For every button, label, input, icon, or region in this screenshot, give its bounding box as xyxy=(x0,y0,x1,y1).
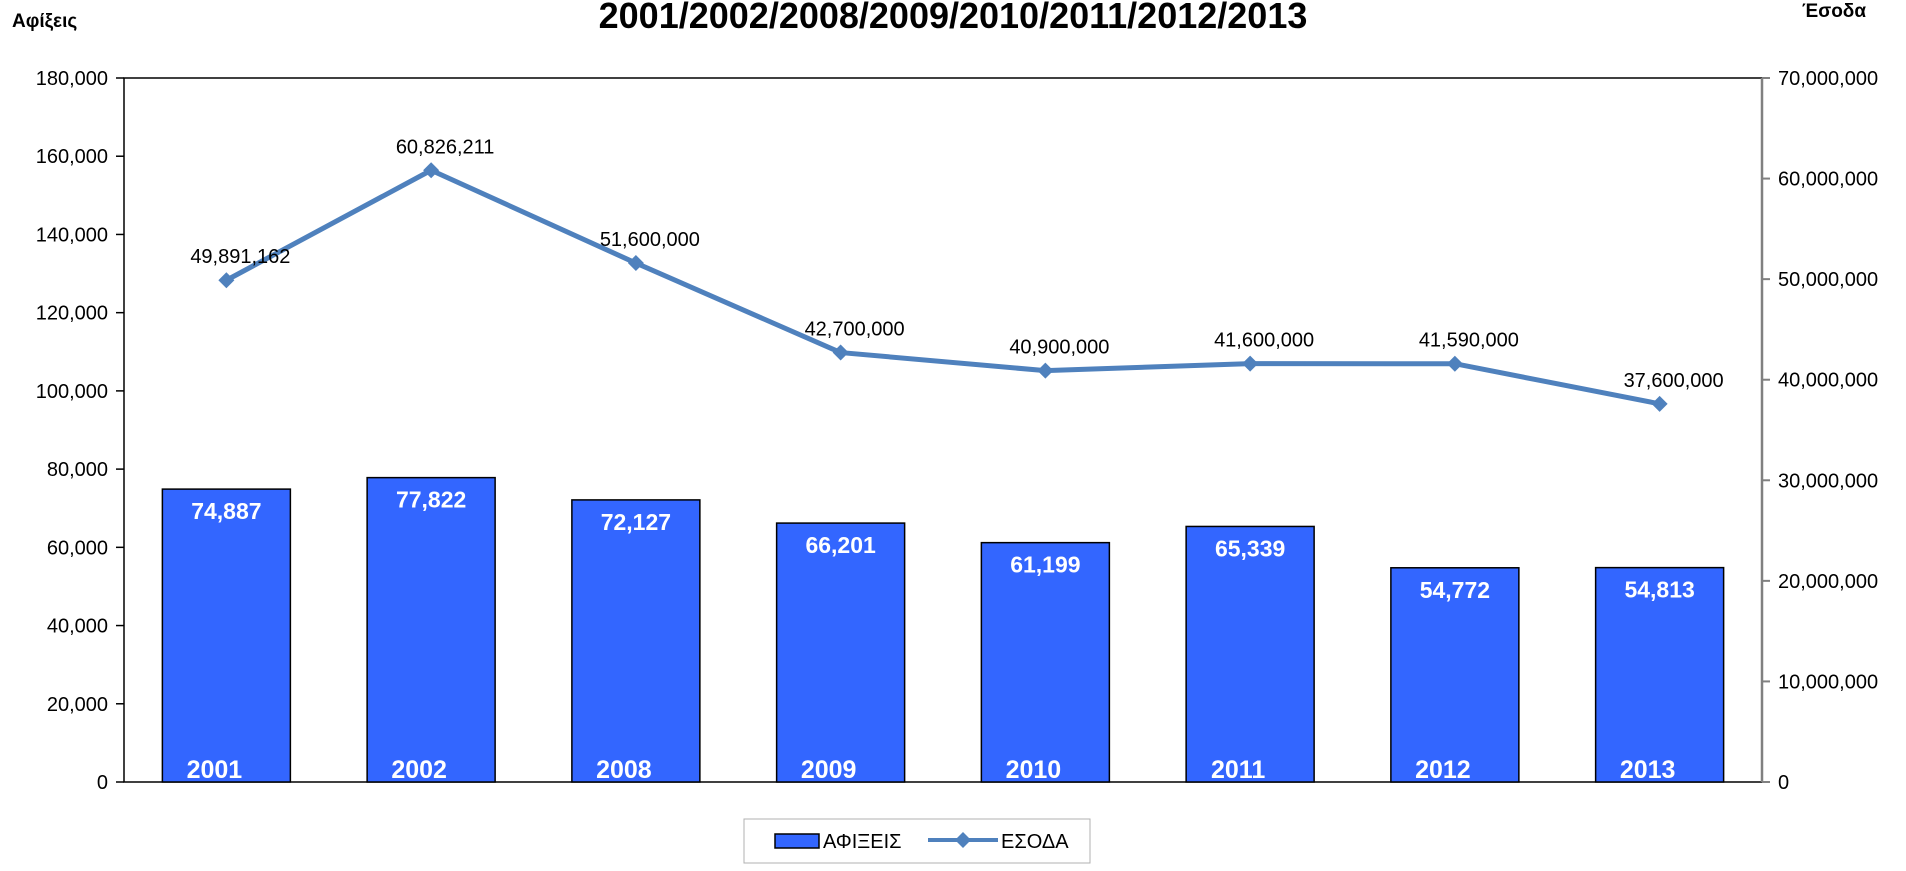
left-axis-tick-label: 100,000 xyxy=(36,381,108,403)
revenue-value-label: 41,600,000 xyxy=(1214,330,1314,352)
bar-2013 xyxy=(1594,566,1725,783)
right-axis: 0 10,000,000 20,000,000 30,000,000 40,000,00… xyxy=(1762,68,1878,794)
bar-2009 xyxy=(775,522,906,783)
bar-value-label: 72,127 xyxy=(601,509,671,535)
right-axis-tick-label: 70,000,000 xyxy=(1778,68,1878,90)
right-axis-tick-label: 10,000,000 xyxy=(1778,671,1878,693)
revenue-marker xyxy=(627,255,644,272)
left-axis: 0 20,000 40,000 60,000 80,000 100,000 120,000 1… xyxy=(36,68,124,794)
legend-label-arrivals: ΑΦΙΞΕΙΣ xyxy=(823,831,902,853)
bar-value-label: 74,887 xyxy=(191,498,261,524)
category-label: 2010 xyxy=(1006,756,1062,784)
left-axis-tick-label: 60,000 xyxy=(47,537,108,559)
bar-2002 xyxy=(366,476,496,783)
bar-2010 xyxy=(980,541,1111,783)
bar-series: 74,887 2001 77,822 2002 72,127 2008 66,201 2009… xyxy=(161,476,1725,784)
category-label: 2008 xyxy=(596,756,652,784)
category-label: 2012 xyxy=(1415,756,1471,784)
revenue-value-label: 41,590,000 xyxy=(1419,330,1519,352)
revenue-line xyxy=(225,167,1661,407)
legend-swatch-revenue-marker xyxy=(955,832,971,848)
right-axis-tick-label: 40,000,000 xyxy=(1778,370,1878,392)
left-axis-tick-label: 160,000 xyxy=(36,146,108,168)
left-axis-title: Αφίξεις xyxy=(12,11,77,32)
revenue-marker xyxy=(423,162,440,179)
left-axis-tick-label: 80,000 xyxy=(47,459,108,481)
left-axis-tick-label: 180,000 xyxy=(36,68,108,90)
left-axis-tick-label: 0 xyxy=(97,772,108,794)
category-label: 2013 xyxy=(1620,756,1676,784)
bar-value-label: 61,199 xyxy=(1010,552,1080,578)
revenue-value-label: 40,900,000 xyxy=(1009,337,1109,359)
bar-2011 xyxy=(1185,525,1315,783)
bar-2012 xyxy=(1390,567,1520,783)
left-axis-tick-label: 20,000 xyxy=(47,694,108,716)
legend: ΑΦΙΞΕΙΣ ΕΣΟΔΑ xyxy=(743,818,1091,864)
revenue-value-label: 42,700,000 xyxy=(805,319,905,341)
bar-value-label: 66,201 xyxy=(805,532,876,558)
bar-value-label: 65,339 xyxy=(1215,535,1285,561)
revenue-marker xyxy=(1651,395,1668,412)
bar-value-label: 54,772 xyxy=(1420,577,1490,603)
bar-value-label: 54,813 xyxy=(1624,577,1694,603)
bar-2001 xyxy=(161,488,292,783)
left-axis-tick-label: 40,000 xyxy=(47,616,108,638)
legend-label-revenue: ΕΣΟΔΑ xyxy=(1001,831,1069,853)
category-label: 2011 xyxy=(1211,756,1265,784)
line-series: 49,891,162 60,826,211 51,600,000 42,700,000… xyxy=(190,136,1724,412)
chart-title: 2001/2002/2008/2009/2010/2011/2012/2013 xyxy=(599,0,1308,36)
bar-2008 xyxy=(571,499,701,783)
right-axis-title: Έσοδα xyxy=(1802,1,1866,22)
revenue-marker xyxy=(832,344,849,361)
left-axis-tick-label: 120,000 xyxy=(36,303,108,325)
right-axis-tick-label: 50,000,000 xyxy=(1778,269,1878,291)
left-axis-tick-label: 140,000 xyxy=(36,224,108,246)
revenue-value-label: 60,826,211 xyxy=(396,136,495,158)
right-axis-tick-label: 0 xyxy=(1778,772,1789,794)
bar-value-label: 77,822 xyxy=(396,487,466,513)
legend-swatch-arrivals xyxy=(774,833,820,849)
category-label: 2009 xyxy=(801,756,857,784)
category-label: 2001 xyxy=(187,756,243,784)
category-label: 2002 xyxy=(391,756,447,784)
revenue-value-label: 49,891,162 xyxy=(190,246,290,268)
revenue-marker xyxy=(1037,362,1054,379)
revenue-marker xyxy=(218,272,235,289)
revenue-value-label: 51,600,000 xyxy=(600,229,700,251)
right-axis-tick-label: 60,000,000 xyxy=(1778,169,1878,191)
right-axis-tick-label: 30,000,000 xyxy=(1778,470,1878,492)
right-axis-tick-label: 20,000,000 xyxy=(1778,571,1878,593)
revenue-marker xyxy=(1242,355,1259,372)
revenue-value-label: 37,600,000 xyxy=(1624,370,1724,392)
revenue-marker xyxy=(1446,355,1463,372)
